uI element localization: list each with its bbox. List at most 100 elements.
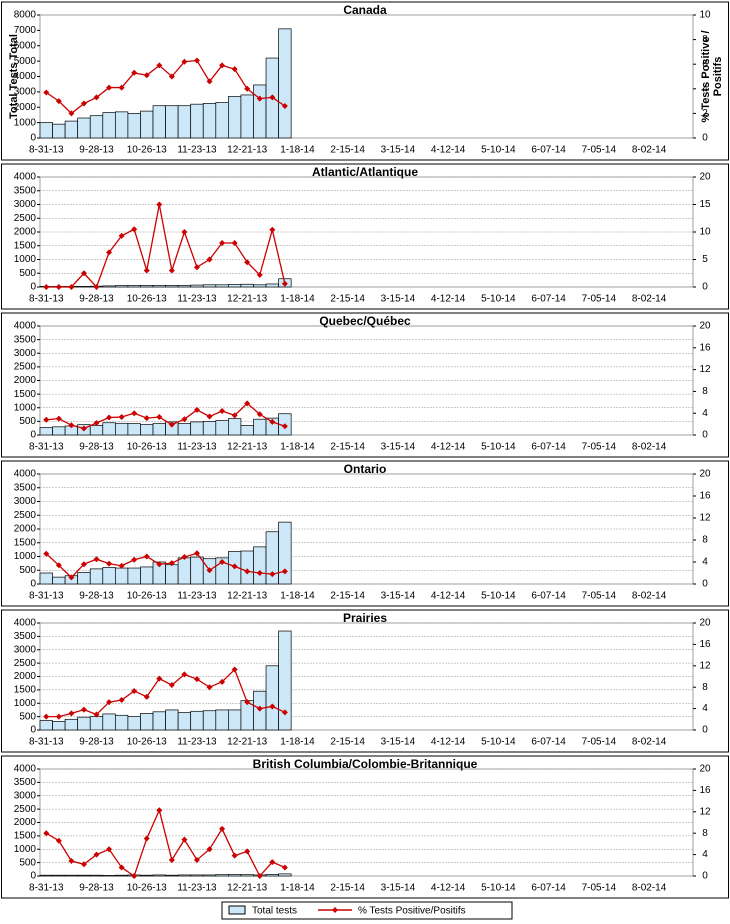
line-marker: [156, 807, 163, 814]
line-marker: [131, 556, 138, 563]
bar: [278, 873, 292, 877]
line-marker: [281, 423, 288, 430]
bar: [114, 285, 129, 288]
y2-tick-label: 0: [702, 430, 708, 441]
bar: [253, 546, 267, 585]
y-tick-label: 2000: [14, 227, 37, 238]
y-tick-label: 0: [30, 871, 36, 882]
bar: [152, 874, 166, 877]
y2-tick-label: 8: [702, 535, 708, 546]
line-marker: [68, 710, 75, 717]
y-tick-label: 500: [19, 857, 36, 868]
chart-title: Ontario: [344, 462, 387, 476]
line-marker: [156, 62, 163, 69]
bar: [228, 284, 242, 288]
y-tick-label: 1000: [14, 698, 37, 709]
line-marker: [156, 675, 163, 682]
x-tick-label: 6-07-14: [531, 145, 566, 156]
bar: [240, 425, 254, 436]
bar: [240, 283, 254, 288]
bar: [190, 421, 204, 436]
bar: [140, 566, 154, 585]
y-tick-label: 2500: [14, 804, 37, 815]
y2-tick-label: 8: [702, 386, 708, 397]
line-marker: [219, 62, 226, 69]
line: [45, 59, 286, 115]
y2-tick-label: 10: [699, 10, 711, 21]
x-tick-label: 1-18-14: [280, 737, 315, 748]
y2-tick-label: 10: [699, 227, 711, 238]
line-marker: [193, 856, 200, 863]
x-tick-label: 11-23-13: [177, 294, 217, 305]
bar: [228, 96, 242, 139]
y-tick-label: 1500: [14, 537, 37, 548]
bar: [140, 713, 154, 731]
line-marker: [193, 57, 200, 64]
line-marker: [93, 94, 100, 101]
y-tick-label: 3000: [14, 199, 37, 210]
line-marker: [143, 72, 150, 79]
line-marker: [156, 414, 163, 421]
x-tick-label: 7-05-14: [582, 883, 617, 894]
bar: [152, 711, 166, 731]
legend-marker: [332, 907, 338, 913]
y-tick-label: 3000: [14, 87, 37, 98]
x-tick-label: 2-15-14: [330, 737, 365, 748]
bar: [177, 557, 192, 585]
x-tick-label: 4-12-14: [431, 294, 466, 305]
bar: [64, 874, 79, 877]
y-axis-label: Total Tests Total: [8, 34, 20, 119]
bar: [89, 115, 104, 139]
x-tick-label: 5-10-14: [481, 294, 516, 305]
line-marker: [156, 201, 163, 208]
line-marker: [106, 414, 113, 421]
line-marker: [118, 562, 125, 569]
line-marker: [181, 836, 188, 843]
y-tick-label: 4000: [14, 71, 37, 82]
line-marker: [269, 94, 276, 101]
x-tick-label: 9-28-13: [79, 591, 114, 602]
x-tick-label: 8-31-13: [29, 737, 64, 748]
y2-tick-label: 6: [702, 59, 708, 70]
legend-box: [221, 901, 513, 920]
line-marker: [281, 568, 288, 575]
line-marker: [219, 408, 226, 415]
bar: [165, 874, 179, 877]
line-marker: [206, 846, 213, 853]
y2-tick-label: 8: [702, 682, 708, 693]
y-tick-label: 1500: [14, 831, 37, 842]
line-marker: [206, 567, 213, 574]
line-marker: [231, 666, 238, 673]
bar: [265, 874, 279, 877]
line-marker: [181, 416, 188, 423]
line-marker: [143, 835, 150, 842]
chart-title: Prairies: [343, 611, 387, 625]
y2-axis-label: Positifs: [712, 57, 724, 97]
bar: [77, 874, 91, 877]
x-tick-label: 12-21-13: [227, 294, 267, 305]
x-tick-label: 11-23-13: [177, 883, 217, 894]
y2-tick-label: 20: [699, 172, 711, 183]
panel: Quebec/Québec 0 500 1000 1500 2000 2500 3000 350…: [1, 312, 729, 458]
y-tick-label: 4000: [14, 469, 37, 480]
y-tick-label: 3000: [14, 644, 37, 655]
line-marker: [55, 98, 62, 105]
x-tick-label: 3-15-14: [381, 145, 416, 156]
bar: [89, 874, 104, 877]
x-tick-label: 12-21-13: [227, 442, 267, 453]
x-tick-label: 6-07-14: [531, 294, 566, 305]
bar: [39, 122, 53, 139]
x-tick-label: 9-28-13: [79, 145, 114, 156]
line-marker: [80, 270, 87, 277]
line-marker: [168, 267, 175, 274]
line-marker: [106, 560, 113, 567]
y2-tick-label: 12: [699, 806, 711, 817]
y-tick-label: 3000: [14, 348, 37, 359]
y2-tick-label: 5: [702, 254, 708, 265]
bar: [177, 874, 192, 877]
line-marker: [206, 413, 213, 420]
x-tick-label: 5-10-14: [481, 591, 516, 602]
line-marker: [181, 671, 188, 678]
bar: [39, 572, 53, 585]
line: [46, 402, 286, 430]
